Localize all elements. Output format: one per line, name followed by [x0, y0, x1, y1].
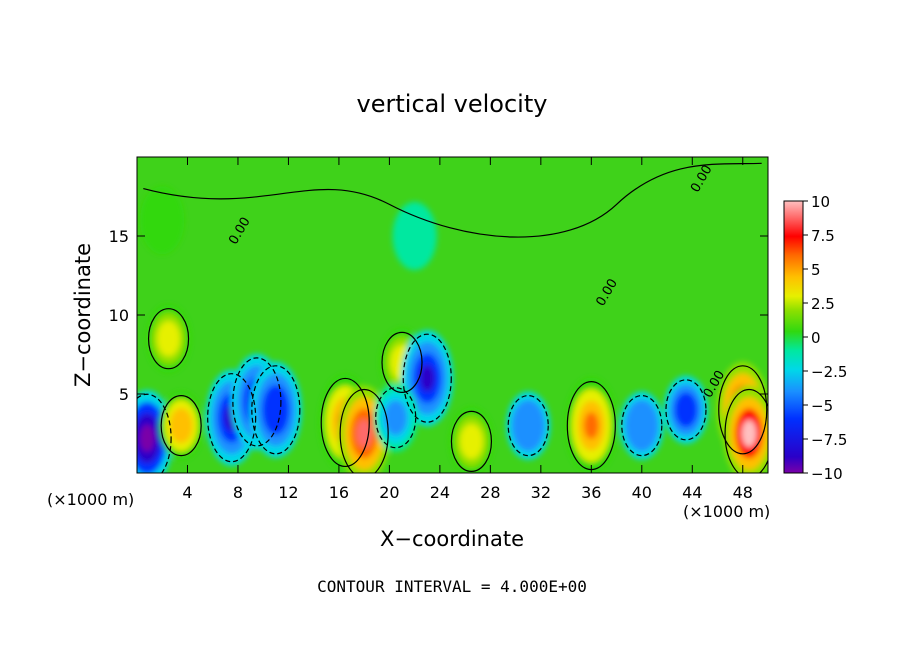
colorbar-tick-label: −2.5 — [811, 363, 847, 381]
colorbar-tick-label: 5 — [811, 261, 821, 279]
plot-area: 0.000.000.000.00 4 8 12 16 20 24 28 32 36 40 44 48 … — [109, 156, 769, 502]
velocity-cell — [619, 391, 664, 460]
contour-line — [160, 395, 202, 457]
colorbar-tick-label: 7.5 — [811, 227, 835, 245]
colorbar-gradient — [783, 200, 804, 474]
colorbar-tick-label: −5 — [811, 397, 833, 415]
contour-line — [143, 162, 762, 238]
velocity-cell-level — [584, 412, 599, 440]
contour-line — [381, 331, 423, 393]
contour-line — [665, 379, 707, 441]
x-tick-label: 24 — [430, 483, 450, 502]
velocity-cell-level — [384, 400, 408, 436]
contour-line — [718, 365, 768, 455]
colorbar: 10 7.5 5 2.5 0 −2.5 −5 −7.5 −10 — [783, 193, 847, 483]
velocity-cell — [723, 385, 768, 473]
contour-line — [137, 393, 172, 473]
contour-line — [724, 388, 768, 473]
colorbar-tick-label: 2.5 — [811, 295, 835, 313]
x-tick-label: 40 — [632, 483, 652, 502]
contour-line — [450, 410, 493, 472]
contour-line — [232, 357, 282, 447]
x-tick-label: 36 — [581, 483, 601, 502]
velocity-cell-level — [630, 407, 654, 444]
y-tick-label: 5 — [119, 385, 129, 404]
x-tick-label: 4 — [182, 483, 192, 502]
x-tick-label: 44 — [682, 483, 702, 502]
velocity-cell — [373, 383, 418, 452]
y-tick-label: 15 — [109, 227, 129, 246]
velocity-cell-level — [169, 407, 193, 444]
contour-line — [507, 395, 549, 457]
x-tick-label: 48 — [733, 483, 753, 502]
x-tick-label: 12 — [278, 483, 298, 502]
contour-line — [251, 365, 301, 455]
velocity-cell — [401, 330, 454, 427]
velocity-cell-level — [459, 423, 483, 460]
x-tick-label: 16 — [329, 483, 349, 502]
contour-line — [402, 333, 452, 423]
colorbar-tick-label: 0 — [811, 329, 821, 347]
velocity-cell-level — [268, 396, 284, 424]
velocity-cell-level — [150, 202, 174, 238]
velocity-cell — [159, 391, 204, 460]
x-unit-left: (×1000 m) — [47, 490, 134, 509]
velocity-cell — [565, 377, 618, 473]
velocity-cell-level — [419, 364, 435, 392]
velocity-cell — [146, 304, 191, 373]
colorbar-tick-label: −10 — [811, 465, 843, 483]
contour-line — [147, 308, 190, 370]
colorbar-tick-label: −7.5 — [811, 431, 847, 449]
velocity-cell — [140, 186, 185, 255]
velocity-cell — [663, 375, 708, 444]
x-tick-label: 28 — [480, 483, 500, 502]
chart-title: vertical velocity — [357, 90, 548, 118]
contour-line — [621, 395, 663, 457]
contour-line — [320, 377, 370, 468]
velocity-cell — [506, 391, 551, 460]
y-tick-label: 10 — [109, 306, 129, 325]
velocity-cell-level — [139, 424, 155, 452]
contour-interval-note: CONTOUR INTERVAL = 4.000E+00 — [317, 577, 587, 596]
contour-line — [375, 387, 417, 449]
y-axis-label: Z−coordinate — [71, 243, 95, 387]
velocity-cell-level — [403, 218, 427, 254]
velocity-cell-level — [516, 407, 540, 444]
velocity-cell-level — [741, 420, 757, 447]
x-tick-label: 20 — [379, 483, 399, 502]
contour-line — [339, 388, 389, 473]
velocity-cell-level — [674, 392, 698, 428]
x-axis-label: X−coordinate — [380, 527, 524, 551]
velocity-cell — [249, 361, 302, 458]
colorbar-tick-label: 10 — [811, 193, 830, 211]
velocity-cell — [392, 202, 437, 270]
velocity-cell-level — [157, 321, 180, 357]
x-tick-label: 8 — [233, 483, 243, 502]
contour-line — [207, 373, 257, 463]
x-tick-label: 32 — [531, 483, 551, 502]
velocity-cell — [449, 407, 494, 473]
x-unit-right: (×1000 m) — [683, 502, 770, 521]
